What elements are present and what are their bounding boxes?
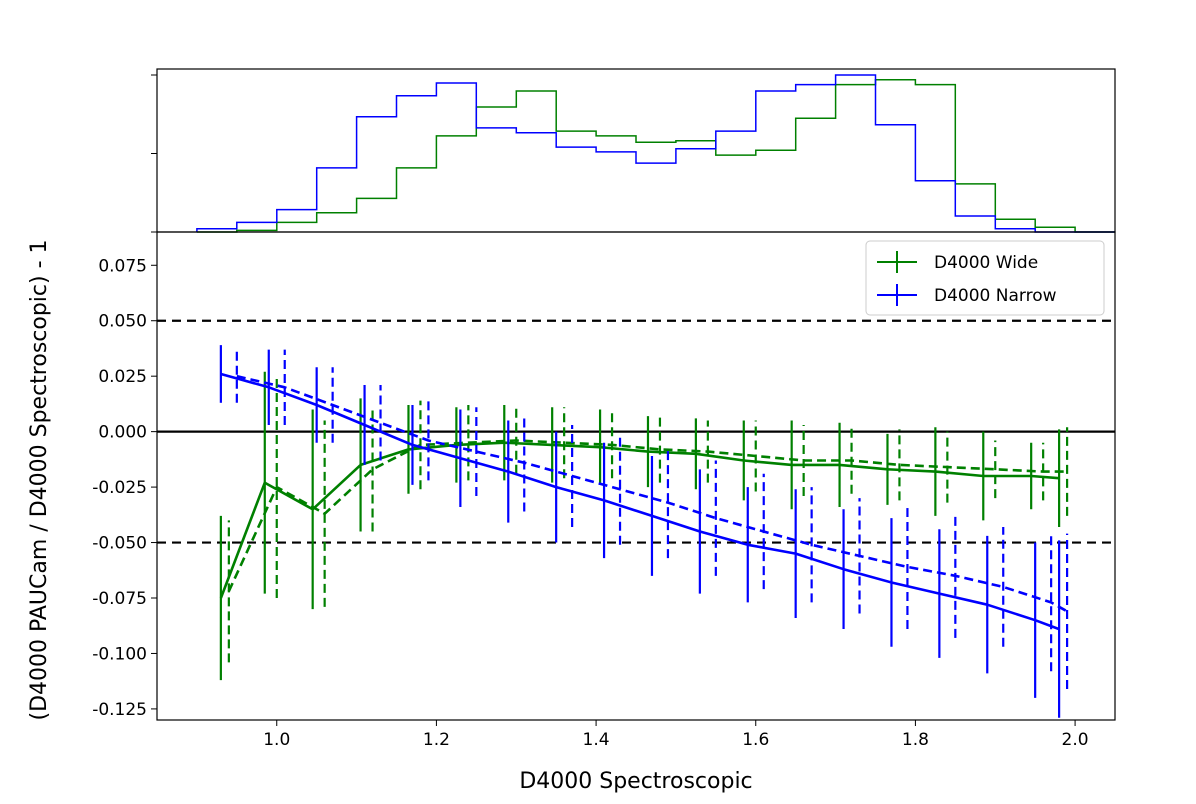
- y-tick-label: -0.125: [92, 700, 147, 720]
- y-tick-label: 0.025: [98, 367, 147, 387]
- series-2: [219, 345, 1061, 718]
- series-line: [219, 441, 1060, 599]
- x-tick-label: 2.0: [1062, 730, 1089, 750]
- legend-label-wide: D4000 Wide: [934, 253, 1038, 273]
- x-tick-label: 1.4: [583, 730, 610, 750]
- histogram-wide: [196, 79, 1115, 233]
- main-panel: 1.0 1.2 1.4 1.6 1.8 2.0 0.075 0.050 0.025 0.000 -…: [92, 231, 1116, 750]
- x-axis-title: D4000 Spectroscopic: [519, 769, 752, 794]
- y-axis-title: (D4000 PAUCam / D4000 Spectroscopic) - 1: [27, 239, 52, 720]
- legend: D4000 Wide D4000 Narrow: [865, 240, 1105, 316]
- series-layer: [219, 345, 1069, 718]
- series-3: [235, 349, 1069, 689]
- y-tick-label: 0.000: [98, 423, 147, 443]
- x-tick-label: 1.2: [423, 730, 450, 750]
- y-tick-label: -0.050: [92, 534, 147, 554]
- reference-lines: [157, 319, 1115, 544]
- histogram-panel: [151, 68, 1116, 233]
- x-tick-label: 1.8: [902, 730, 929, 750]
- x-tick-label: 1.0: [263, 730, 290, 750]
- series-1: [227, 376, 1069, 663]
- legend-box: [865, 240, 1105, 316]
- y-tick-label: -0.025: [92, 478, 147, 498]
- y-tick-label: -0.100: [92, 644, 147, 664]
- y-tick-label: 0.050: [98, 312, 147, 332]
- x-tick-label: 1.6: [742, 730, 769, 750]
- series-line: [220, 372, 1060, 631]
- legend-entry-narrow: D4000 Narrow: [877, 284, 1057, 306]
- histogram-y-ticks: [151, 74, 157, 233]
- y-tick-label: -0.075: [92, 589, 147, 609]
- y-tick-label: 0.075: [98, 256, 147, 276]
- histogram-narrow: [196, 74, 1115, 233]
- series-0: [219, 371, 1061, 681]
- main-frame: [156, 231, 1116, 721]
- series-line: [236, 374, 1068, 613]
- series-line: [227, 439, 1068, 592]
- histogram-frame: [156, 68, 1116, 233]
- x-axis: 1.0 1.2 1.4 1.6 1.8 2.0: [263, 720, 1089, 750]
- legend-label-narrow: D4000 Narrow: [934, 286, 1057, 306]
- y-axis: 0.075 0.050 0.025 0.000 -0.025 -0.050 -0.075 -0…: [92, 256, 157, 720]
- legend-entry-wide: D4000 Wide: [877, 251, 1038, 273]
